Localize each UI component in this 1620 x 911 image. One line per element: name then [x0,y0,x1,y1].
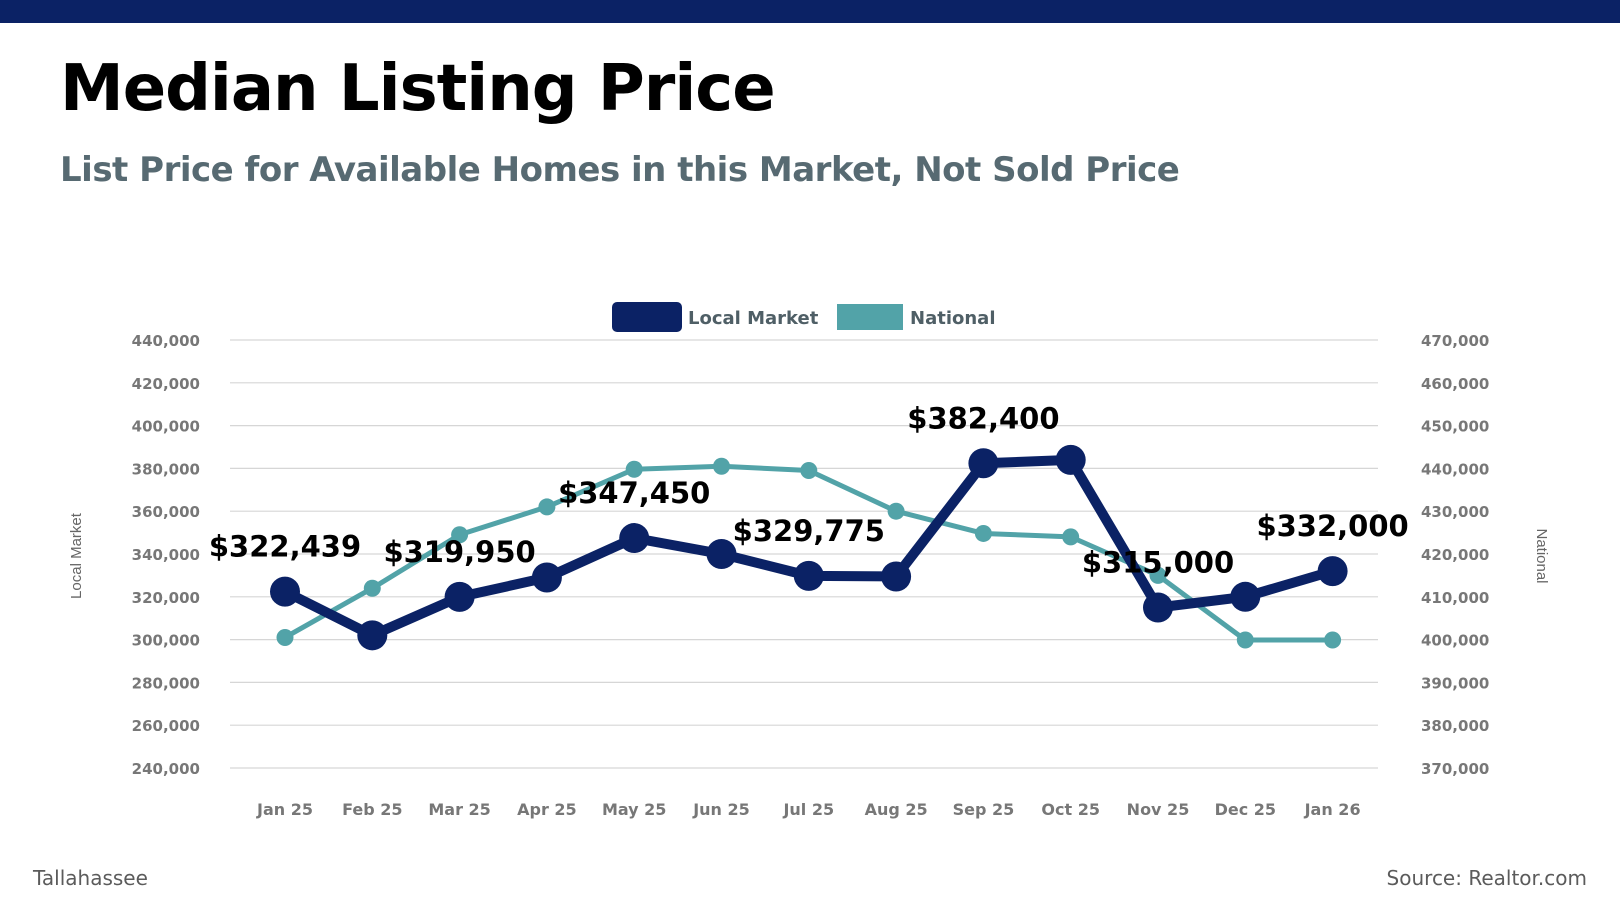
right-tick-label: 390,000 [1421,674,1489,692]
x-tick-label: Mar 25 [428,800,490,819]
local-market-point [1317,556,1348,587]
national-point [276,628,294,646]
x-tick-label: Oct 25 [1041,800,1100,819]
x-tick-label: Jan 25 [256,800,313,819]
national-point [451,526,469,544]
right-tick-label: 420,000 [1421,546,1489,564]
left-tick-label: 380,000 [132,460,200,478]
left-tick-label: 260,000 [132,717,200,735]
national-point [625,460,643,478]
grid-lines [230,339,1378,769]
source-credit: Source: Realtor.com [1386,866,1587,890]
local-market-point [1143,592,1173,623]
x-tick-label: Dec 25 [1215,800,1276,819]
right-axis-ticks: 470,000 460,000 450,000 440,000 430,000 420,0… [1421,332,1489,778]
data-label: $329,775 [733,514,885,548]
local-market-point [793,560,824,591]
local-market-point [1055,444,1086,475]
left-tick-label: 280,000 [132,674,200,692]
left-axis-title: Local Market [68,512,85,599]
series-national [276,457,1342,649]
x-tick-label: May 25 [602,800,667,819]
x-tick-label: Sep 25 [953,800,1015,819]
x-tick-label: Aug 25 [865,800,928,819]
left-tick-label: 300,000 [132,632,200,650]
x-tick-label: Apr 25 [517,800,577,819]
legend-swatch-local-market [612,302,682,332]
local-market-point [968,448,999,479]
left-tick-label: 340,000 [132,546,200,564]
local-market-point [706,539,737,569]
x-tick-label: Jun 25 [692,800,750,819]
local-market-point [270,576,300,607]
x-tick-label: Feb 25 [342,800,402,819]
x-tick-label: Jan 26 [1304,800,1361,819]
left-tick-label: 400,000 [132,418,200,436]
page-subtitle: List Price for Available Homes in this M… [60,150,1180,190]
x-tick-label: Jul 25 [782,800,834,819]
local-market-point [881,561,912,592]
left-tick-label: 360,000 [132,503,200,521]
right-tick-label: 450,000 [1421,418,1489,436]
legend-label-national: National [910,308,995,329]
national-point [887,502,905,520]
national-point [1149,566,1167,584]
data-label: $315,000 [1082,546,1234,580]
legend-swatch-national [837,304,903,330]
local-market-point [357,620,388,651]
local-market-point [619,523,650,554]
data-labels: $322,439 $319,950 $347,450 $329,775 $382,400… [209,401,1409,579]
right-tick-label: 430,000 [1421,503,1489,521]
data-label: $332,000 [1256,509,1408,543]
right-tick-label: 370,000 [1421,760,1489,778]
data-label: $347,450 [558,476,710,510]
right-axis-title: National [1533,528,1550,583]
data-label: $319,950 [383,535,535,569]
national-point [800,462,818,480]
national-point [1236,631,1254,649]
data-label: $322,439 [209,530,361,564]
national-point [713,457,730,475]
left-tick-label: 240,000 [132,760,200,778]
series-local-market [270,444,1348,651]
left-tick-label: 320,000 [132,589,200,607]
right-tick-label: 460,000 [1421,375,1489,393]
national-point [1324,631,1342,649]
local-market-point [444,581,475,612]
right-tick-label: 470,000 [1421,332,1489,350]
market-name: Tallahassee [33,866,148,890]
legend-label-local-market: Local Market [688,308,819,329]
page-title: Median Listing Price [60,52,776,126]
local-market-point [531,562,562,593]
national-point [1062,528,1080,546]
national-point [363,579,381,597]
x-tick-label: Nov 25 [1127,800,1190,819]
left-tick-label: 440,000 [132,332,200,350]
left-axis-ticks: 440,000 420,000 400,000 380,000 360,000 340,0… [132,332,200,778]
right-tick-label: 440,000 [1421,460,1489,478]
median-listing-price-chart: 440,000 420,000 400,000 380,000 360,000 340,0… [68,302,1550,819]
national-point [974,524,992,542]
right-tick-label: 380,000 [1421,717,1489,735]
chart-legend: Local Market National [612,302,995,332]
right-tick-label: 410,000 [1421,589,1489,607]
data-label: $382,400 [907,401,1059,435]
x-axis-ticks: Jan 25 Feb 25 Mar 25 Apr 25 May 25 Jun 25 Jul … [256,800,1361,819]
right-tick-label: 400,000 [1421,632,1489,650]
top-accent-bar [0,0,1620,23]
left-tick-label: 420,000 [132,375,200,393]
national-point [538,498,556,516]
local-market-point [1230,581,1261,612]
